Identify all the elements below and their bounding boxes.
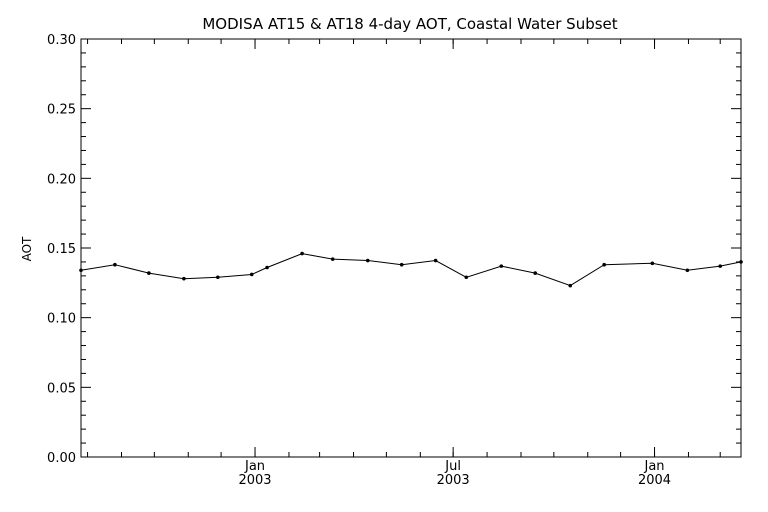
y-tick-label: 0.05 — [47, 381, 76, 396]
x-tick-label-year: 2003 — [437, 473, 470, 488]
y-axis-label: AOT — [20, 236, 34, 261]
axis-ticks — [81, 38, 741, 458]
data-point — [182, 276, 186, 281]
data-point — [399, 262, 404, 267]
data-point — [365, 258, 370, 263]
chart-title: MODISA AT15 & AT18 4-day AOT, Coastal Wa… — [202, 15, 617, 33]
data-point — [113, 262, 117, 267]
y-tick-label: 0.20 — [47, 172, 76, 187]
y-tick-label: 0.25 — [47, 103, 76, 118]
x-tick-label-month: Jan — [244, 459, 265, 474]
data-point — [464, 275, 469, 280]
data-point — [433, 258, 438, 263]
x-tick-label-year: 2003 — [238, 473, 271, 488]
data-point — [499, 264, 504, 268]
data-point — [718, 264, 723, 268]
data-point — [249, 272, 254, 277]
y-tick-label: 0.00 — [47, 451, 76, 466]
x-tick-label-month: Jul — [444, 459, 461, 474]
x-tick-label-year: 2004 — [638, 473, 671, 488]
x-tick-label-month: Jan — [644, 459, 665, 474]
data-point — [533, 271, 538, 275]
data-point — [147, 271, 151, 275]
series-line-group — [79, 251, 743, 288]
axis-tick-labels: 0.000.050.100.150.200.250.30Jan2003Jul20… — [47, 33, 671, 488]
data-point — [650, 261, 655, 266]
y-tick-label: 0.10 — [47, 312, 76, 327]
data-point — [216, 275, 220, 280]
data-point — [685, 268, 690, 273]
series-line — [80, 253, 742, 287]
data-point — [265, 265, 269, 270]
data-point — [330, 257, 335, 261]
data-point — [602, 262, 606, 267]
data-point — [300, 251, 304, 256]
y-tick-label: 0.15 — [47, 242, 76, 257]
data-point — [568, 283, 573, 288]
y-tick-label: 0.30 — [47, 33, 76, 48]
plot-frame — [80, 38, 742, 458]
